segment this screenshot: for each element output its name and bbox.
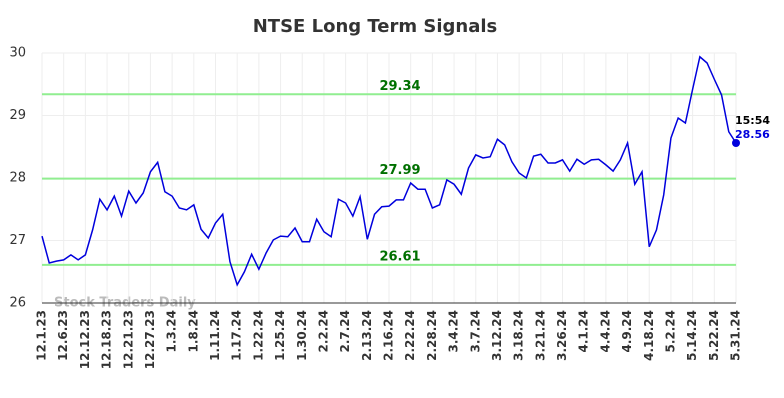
x-tick-label: 3.21.24	[533, 310, 547, 361]
x-tick-label: 1.30.24	[295, 310, 309, 361]
y-tick-label: 30	[9, 46, 26, 61]
level-label: 26.61	[379, 249, 420, 264]
x-tick-label: 3.7.24	[468, 310, 482, 353]
x-tick-label: 12.27.23	[143, 310, 157, 369]
x-tick-label: 2.28.24	[425, 310, 439, 361]
x-tick-label: 2.13.24	[360, 310, 374, 361]
x-tick-label: 3.4.24	[447, 310, 461, 353]
y-tick-label: 28	[9, 171, 26, 186]
x-tick-label: 5.22.24	[707, 310, 721, 361]
x-tick-label: 1.11.24	[208, 310, 222, 361]
x-tick-label: 4.9.24	[620, 310, 634, 353]
level-label: 27.99	[379, 163, 420, 178]
x-tick-label: 4.1.24	[577, 310, 591, 353]
x-tick-label: 2.16.24	[382, 310, 396, 361]
y-tick-label: 29	[9, 108, 26, 123]
last-time: 15:54	[735, 114, 770, 127]
level-label: 29.34	[379, 79, 420, 94]
chart-title: NTSE Long Term Signals	[253, 16, 498, 37]
x-tick-label: 5.14.24	[685, 310, 699, 361]
x-tick-label: 3.18.24	[512, 310, 526, 361]
y-tick-label: 26	[9, 296, 26, 311]
x-tick-label: 12.12.23	[78, 310, 92, 369]
x-tick-label: 12.21.23	[121, 310, 135, 369]
x-tick-label: 1.25.24	[273, 310, 287, 361]
x-tick-label: 3.26.24	[555, 310, 569, 361]
x-tick-label: 5.31.24	[729, 310, 743, 361]
x-tick-label: 2.2.24	[316, 310, 330, 353]
last-value: 28.56	[735, 128, 770, 141]
x-tick-label: 12.1.23	[35, 310, 49, 361]
x-tick-label: 2.7.24	[338, 310, 352, 353]
x-tick-label: 12.18.23	[100, 310, 114, 369]
x-tick-label: 2.22.24	[403, 310, 417, 361]
x-tick-label: 5.2.24	[663, 310, 677, 353]
x-tick-label: 1.22.24	[251, 310, 265, 361]
x-tick-label: 1.8.24	[186, 310, 200, 353]
x-tick-label: 4.18.24	[642, 310, 656, 361]
x-tick-label: 3.12.24	[490, 310, 504, 361]
x-tick-label: 1.3.24	[165, 310, 179, 353]
last-point	[732, 139, 740, 147]
x-tick-label: 1.17.24	[230, 310, 244, 361]
line	[41, 55, 737, 287]
y-tick-label: 27	[9, 233, 26, 248]
x-tick-label: 4.4.24	[598, 310, 612, 353]
x-tick-label: 12.6.23	[56, 310, 70, 361]
